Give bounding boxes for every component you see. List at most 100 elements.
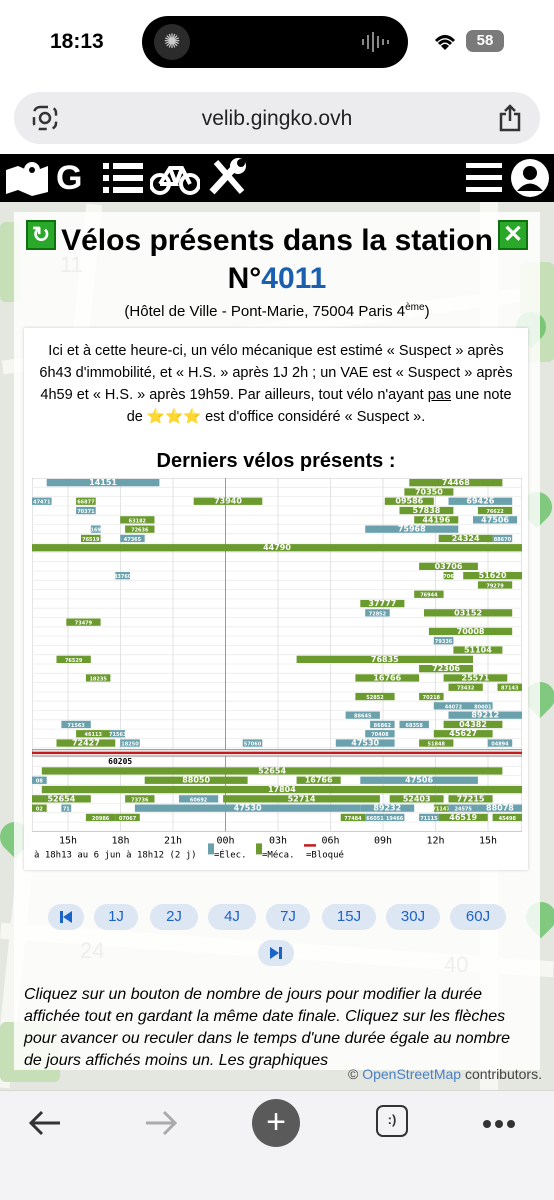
more-icon[interactable] bbox=[482, 1119, 516, 1129]
day-button-7[interactable]: 7J bbox=[266, 904, 310, 930]
legend-label: =Méca. bbox=[262, 849, 295, 860]
bike-bar-elec bbox=[448, 497, 513, 505]
bike-bar-elec bbox=[477, 804, 522, 812]
bike-bar-elec bbox=[365, 813, 385, 822]
tools-icon[interactable] bbox=[208, 158, 250, 198]
bike-bar-meca bbox=[399, 506, 454, 515]
wifi-icon bbox=[434, 35, 456, 50]
bike-bar-label: 25571 bbox=[462, 673, 490, 682]
menu-icon[interactable] bbox=[466, 162, 502, 194]
bike-bar-label: 70350 bbox=[415, 487, 443, 496]
refresh-button[interactable]: ↻ bbox=[26, 220, 56, 250]
day-button-15[interactable]: 15J bbox=[322, 904, 376, 930]
bike-bar-meca bbox=[85, 674, 111, 682]
tab-switcher-button[interactable]: :) bbox=[376, 1105, 408, 1137]
x-tick-label: 06h bbox=[321, 835, 339, 846]
url-text[interactable]: velib.gingko.ovh bbox=[201, 107, 353, 130]
bike-bar-elec bbox=[76, 506, 96, 515]
bike-bar-label: 77215 bbox=[457, 794, 485, 803]
bike-bar-label: 71115 bbox=[420, 816, 438, 822]
bike-bar-meca bbox=[41, 767, 503, 775]
back-arrow-icon[interactable] bbox=[28, 1109, 62, 1137]
skip-forward-icon bbox=[270, 947, 282, 959]
day-button-1[interactable]: 1J bbox=[94, 904, 138, 930]
bike-bar-elec bbox=[360, 776, 478, 784]
x-tick-label: 21h bbox=[164, 835, 182, 846]
bike-bar-elec bbox=[61, 804, 72, 812]
map-icon[interactable] bbox=[4, 160, 50, 196]
page-title: Vélos présents dans la station N°4011 bbox=[61, 224, 493, 295]
bike-bar-label: 71147 bbox=[432, 807, 450, 813]
legend-swatch bbox=[208, 843, 214, 855]
osm-link[interactable]: OpenStreetMap bbox=[362, 1066, 462, 1082]
bike-bar-label: 18235 bbox=[89, 676, 107, 682]
bike-bar-label: 47506 bbox=[405, 776, 433, 785]
bike-bar-meca bbox=[443, 572, 454, 580]
bike-bar-elec bbox=[433, 702, 473, 710]
bike-bar-label: 02 bbox=[36, 807, 43, 813]
bike-bar-label: 47506 bbox=[481, 515, 509, 524]
bike-bar-label: 76519 bbox=[82, 537, 100, 543]
bike-bar-elec bbox=[345, 711, 380, 719]
x-tick-label: 15h bbox=[59, 835, 77, 846]
bike-bar-elec bbox=[179, 795, 219, 803]
bike-bar-elec bbox=[448, 711, 522, 719]
bike-bar-meca bbox=[360, 599, 405, 608]
bike-bar-label: 66877 bbox=[77, 500, 95, 506]
bike-bar-label: 04382 bbox=[459, 720, 487, 729]
forward-arrow-icon[interactable] bbox=[144, 1109, 178, 1137]
bike-bar-elec bbox=[365, 609, 390, 617]
dynamic-island: ✺ bbox=[142, 16, 408, 68]
bike-bar-label: 14151 bbox=[89, 478, 117, 487]
bike-bar-elec bbox=[487, 739, 513, 747]
browser-url-bar: velib.gingko.ovh bbox=[0, 86, 554, 154]
bike-bar-elec bbox=[32, 497, 52, 505]
bike-bar-label: 75968 bbox=[398, 525, 426, 534]
day-button-30[interactable]: 30J bbox=[386, 904, 440, 930]
bike-bar-elec bbox=[120, 739, 140, 747]
bike-bar-label: 24575 bbox=[454, 807, 472, 813]
bike-bar-meca bbox=[477, 581, 513, 589]
day-button-2[interactable]: 2J bbox=[150, 904, 198, 930]
bike-bar-label: 47365 bbox=[124, 537, 142, 543]
bicycle-icon[interactable] bbox=[150, 162, 200, 196]
bike-bar-label: 83760 bbox=[114, 574, 132, 580]
bike-bar-label: 72306 bbox=[432, 664, 460, 673]
bike-bar-label: 52654 bbox=[47, 794, 75, 803]
close-button[interactable]: ✕ bbox=[498, 220, 528, 250]
bike-bar-meca bbox=[41, 785, 522, 794]
bike-bar-label: 72636 bbox=[131, 528, 149, 534]
bike-bar-meca bbox=[32, 544, 522, 552]
bike-bar-label: 52714 bbox=[288, 794, 316, 803]
share-icon[interactable] bbox=[498, 104, 522, 132]
address-field[interactable]: velib.gingko.ovh bbox=[14, 92, 540, 144]
bike-bar-label: 71563 bbox=[67, 723, 85, 729]
bike-bar-elec bbox=[365, 525, 459, 533]
user-icon[interactable] bbox=[510, 158, 550, 198]
logo-g-icon[interactable]: G bbox=[56, 159, 83, 197]
bike-bar-label: 89232 bbox=[373, 804, 401, 813]
prev-period-button[interactable] bbox=[48, 904, 84, 930]
list-icon[interactable] bbox=[103, 161, 143, 195]
bike-bar-elec bbox=[134, 804, 361, 812]
x-tick-label: 09h bbox=[374, 835, 392, 846]
bike-bar-label: 19466 bbox=[386, 816, 404, 822]
bike-bar-meca bbox=[355, 674, 420, 682]
day-button-4[interactable]: 4J bbox=[208, 904, 256, 930]
x-tick-label: 12h bbox=[426, 835, 444, 846]
bike-bar-label: 88670 bbox=[494, 537, 512, 543]
bike-bar-meca bbox=[384, 497, 434, 505]
page-tools-icon[interactable] bbox=[32, 105, 58, 131]
bike-bar-meca bbox=[424, 609, 513, 617]
bike-bar-meca bbox=[419, 665, 473, 673]
legend-label: =Bloqué bbox=[306, 849, 344, 860]
new-tab-button[interactable]: + bbox=[252, 1099, 300, 1147]
bike-bar-label: 69426 bbox=[466, 497, 494, 506]
day-button-60[interactable]: 60J bbox=[450, 904, 506, 930]
bike-bar-label: 60205 bbox=[108, 757, 132, 766]
bike-bar-meca bbox=[463, 572, 522, 580]
next-period-button[interactable] bbox=[258, 940, 294, 966]
bike-bar-label: 45498 bbox=[499, 816, 517, 822]
bike-bar-meca bbox=[414, 516, 459, 524]
bike-bar-meca bbox=[355, 692, 395, 701]
